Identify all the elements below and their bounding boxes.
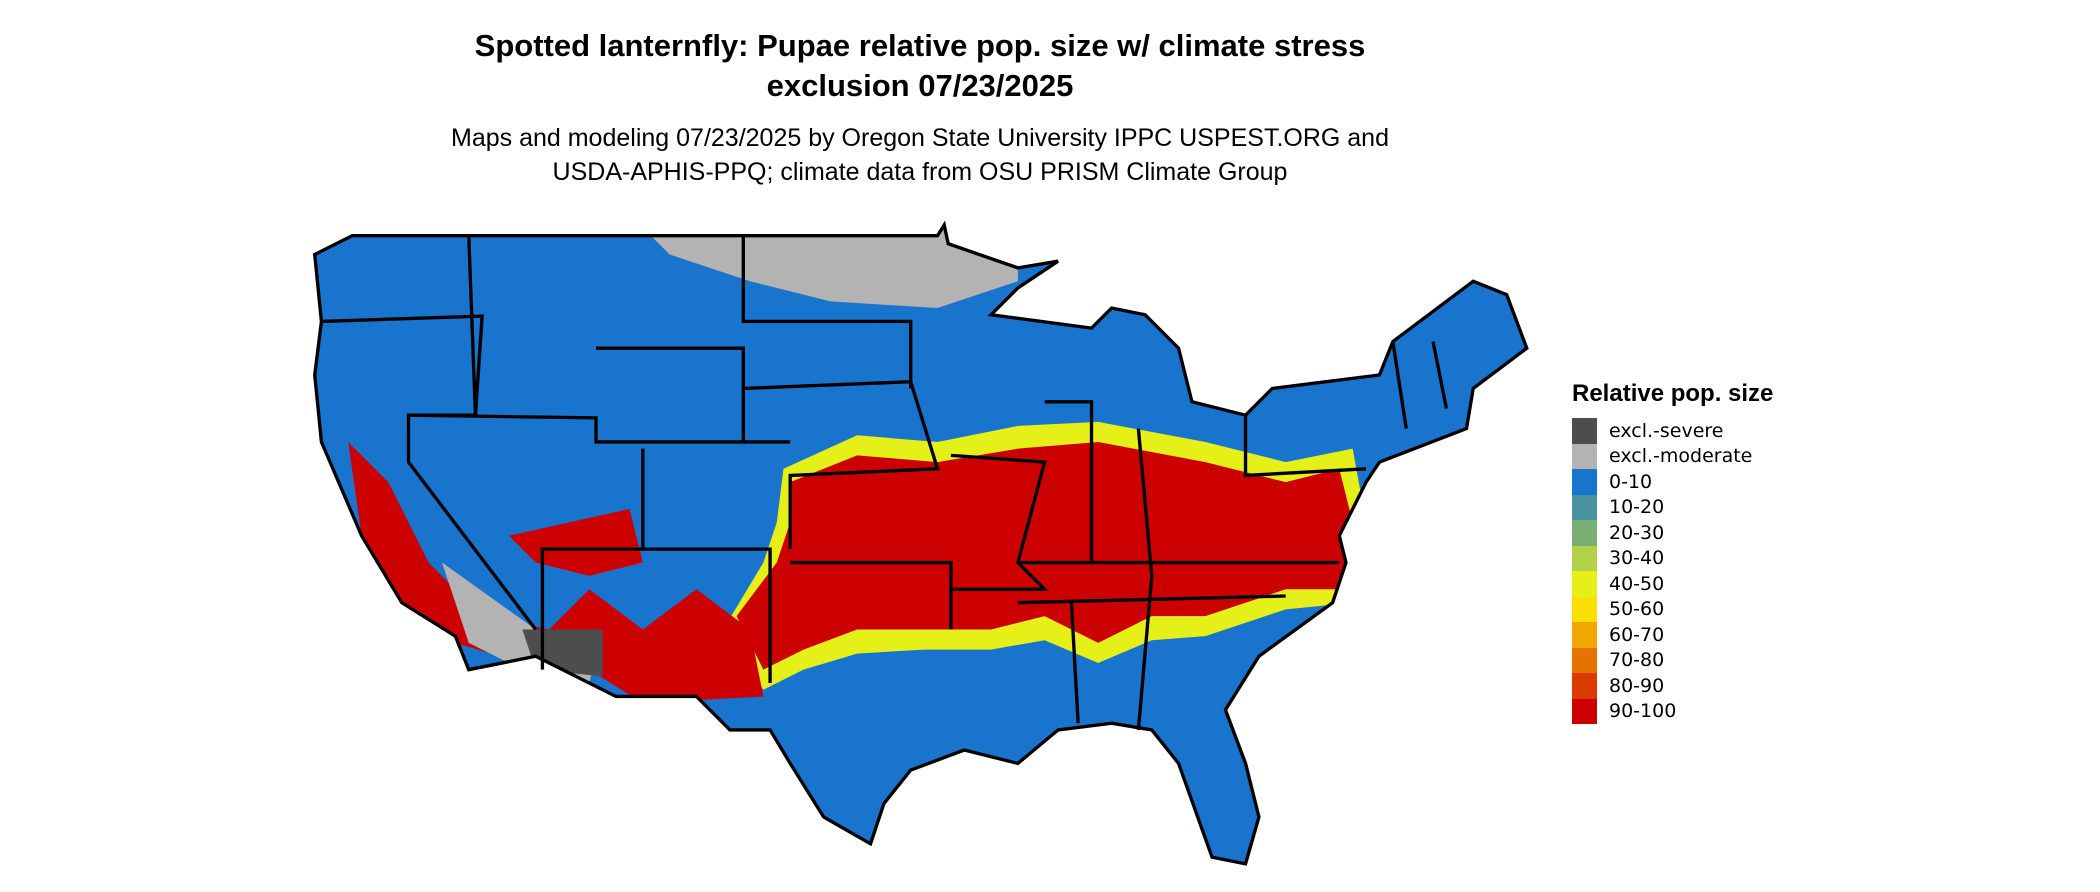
legend-item: 50-60: [1572, 596, 1773, 622]
legend-item: excl.-severe: [1572, 418, 1773, 444]
region-90-100: [736, 441, 1353, 670]
legend-swatch: [1572, 545, 1597, 571]
legend-swatch: [1572, 698, 1597, 724]
legend-label: 40-50: [1609, 572, 1665, 595]
legend-item: 40-50: [1572, 571, 1773, 597]
legend-swatch: [1572, 622, 1597, 648]
legend-label: 80-90: [1609, 674, 1665, 697]
region-excl-moderate: [642, 227, 1018, 309]
legend: Relative pop. size excl.-severe excl.-mod…: [1572, 380, 1773, 724]
legend-item: 20-30: [1572, 520, 1773, 546]
legend-swatch: [1572, 469, 1597, 495]
legend-swatch: [1572, 520, 1597, 546]
legend-item: 60-70: [1572, 622, 1773, 648]
map-title-line1: Spotted lanternfly: Pupae relative pop. …: [474, 28, 1366, 63]
legend-item: 0-10: [1572, 469, 1773, 495]
legend-swatch: [1572, 494, 1597, 520]
legend-swatch: [1572, 673, 1597, 699]
legend-label: 70-80: [1609, 649, 1665, 672]
legend-swatch: [1572, 596, 1597, 622]
map-subtitle-line1: Maps and modeling 07/23/2025 by Oregon S…: [451, 124, 1389, 152]
legend-swatch: [1572, 571, 1597, 597]
legend-label: 50-60: [1609, 598, 1665, 621]
legend-swatch: [1572, 418, 1597, 444]
legend-label: 0-10: [1609, 470, 1653, 493]
legend-swatch: [1572, 647, 1597, 673]
legend-label: 10-20: [1609, 496, 1665, 519]
legend-item: 70-80: [1572, 647, 1773, 673]
map-title-line2: exclusion 07/23/2025: [766, 68, 1074, 103]
legend-label: excl.-severe: [1609, 419, 1724, 442]
legend-label: 90-100: [1609, 700, 1677, 723]
legend-swatch: [1572, 443, 1597, 469]
map-subtitle-line2: USDA-APHIS-PPQ; climate data from OSU PR…: [552, 158, 1288, 186]
legend-item: 80-90: [1572, 673, 1773, 699]
state-borders: [313, 223, 1529, 866]
legend-item: 90-100: [1572, 698, 1773, 724]
legend-label: 30-40: [1609, 547, 1665, 570]
legend-item: 30-40: [1572, 545, 1773, 571]
legend-item: 10-20: [1572, 494, 1773, 520]
legend-label: excl.-moderate: [1609, 445, 1753, 468]
legend-label: 60-70: [1609, 623, 1665, 646]
legend-label: 20-30: [1609, 521, 1665, 544]
legend-item: excl.-moderate: [1572, 443, 1773, 469]
legend-title: Relative pop. size: [1572, 380, 1774, 407]
